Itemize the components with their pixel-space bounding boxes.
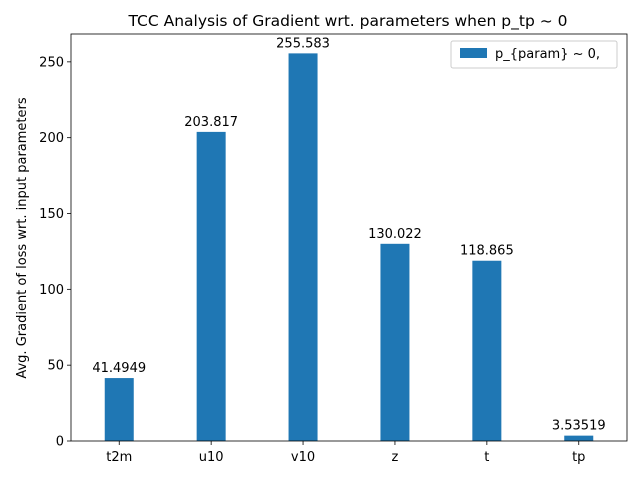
y-tick-label-150: 150	[39, 207, 64, 222]
y-tick-label-200: 200	[39, 131, 64, 146]
x-tick-label-t: t	[484, 450, 489, 465]
bar-t2m	[104, 378, 134, 441]
data-label-tp: 3.53519	[552, 419, 606, 434]
data-label-t2m: 41.4949	[92, 361, 146, 376]
legend-label: p_{param} ~ 0,	[495, 47, 600, 62]
y-tick-label-0: 0	[56, 435, 64, 450]
chart-title: TCC Analysis of Gradient wrt. parameters…	[128, 12, 568, 31]
bar-z	[380, 243, 410, 441]
bar-v10	[288, 53, 318, 441]
data-label-t: 118.865	[460, 244, 514, 259]
legend: p_{param} ~ 0,	[450, 40, 618, 69]
bar-tp	[564, 435, 594, 441]
legend-frame	[450, 40, 618, 69]
x-tick-label-v10: v10	[291, 450, 315, 465]
x-tick-label-z: z	[392, 450, 399, 465]
y-tick-label-50: 50	[47, 359, 64, 374]
x-tick-label-t2m: t2m	[106, 450, 132, 465]
x-tick-label-tp: tp	[572, 450, 585, 465]
bar-t	[472, 260, 502, 441]
data-label-z: 130.022	[368, 227, 422, 242]
x-tick-label-u10: u10	[199, 450, 224, 465]
y-axis-label: Avg. Gradient of loss wrt. input paramet…	[15, 97, 30, 379]
data-label-u10: 203.817	[184, 115, 238, 130]
data-labels-layer: 41.4949 203.817 255.583 130.022 118.865 3.535…	[92, 36, 605, 433]
y-tick-label-250: 250	[39, 55, 64, 70]
legend-swatch	[460, 48, 487, 58]
axes-layer: t2m u10 v10 z t tp 0 50 100 150 200 250	[39, 33, 628, 465]
y-tick-label-100: 100	[39, 283, 64, 298]
bar-u10	[196, 131, 226, 441]
plot-frame	[70, 33, 628, 442]
bars-layer	[104, 53, 594, 441]
data-label-v10: 255.583	[276, 36, 330, 51]
